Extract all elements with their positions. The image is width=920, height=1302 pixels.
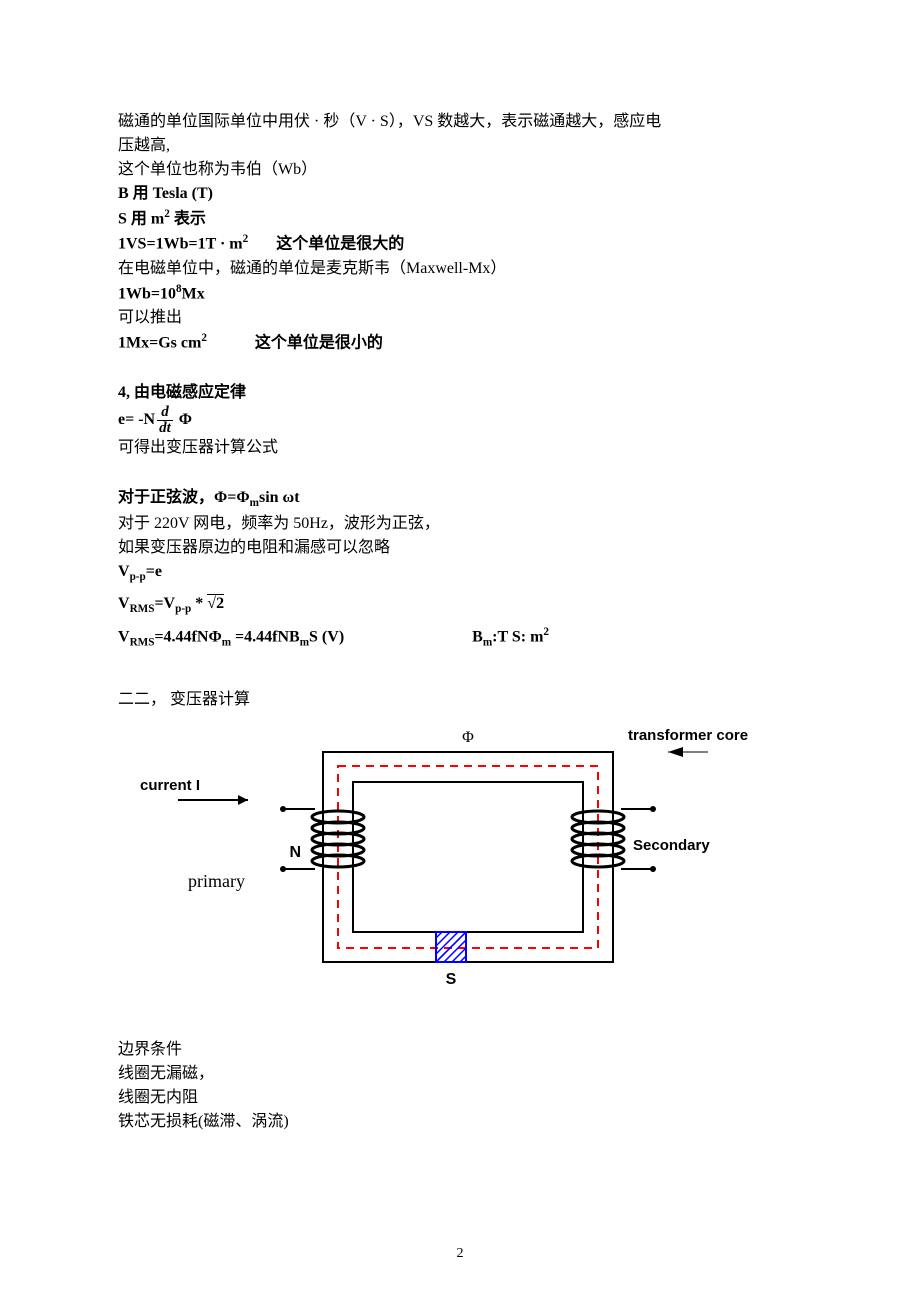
- para3-line3: 如果变压器原边的电阻和漏感可以忽略: [118, 536, 802, 560]
- sqrt-2: √2: [207, 594, 224, 612]
- svg-text:transformer core: transformer core: [628, 727, 748, 744]
- svg-text:current I: current I: [140, 777, 200, 794]
- text: =4.44fNB: [231, 629, 300, 646]
- para1-line3: 这个单位也称为韦伯（Wb）: [118, 158, 802, 182]
- para4-line3: 线圈无内阻: [118, 1086, 802, 1110]
- para1-line5: S 用 m2 表示: [118, 206, 802, 231]
- transformer-diagram: Φtransformer core current I N Secondary prim…: [128, 722, 748, 1002]
- fraction-d-dt: ddt: [157, 405, 173, 436]
- superscript-2: 2: [543, 626, 549, 638]
- para1-line6: 1VS=1Wb=1T · m2 这个单位是很大的: [118, 231, 802, 256]
- text: 这个单位是很小的: [255, 334, 383, 351]
- para1-line9: 可以推出: [118, 306, 802, 330]
- text: :T S: m: [492, 629, 543, 646]
- svg-text:Φ: Φ: [462, 729, 474, 746]
- text: Mx: [182, 285, 205, 302]
- para3-line6: VRMS=4.44fNΦm =4.44fNBmS (V) Bm:T S: m2: [118, 624, 802, 651]
- para4-line1: 边界条件: [118, 1038, 802, 1062]
- svg-text:N: N: [289, 844, 301, 861]
- subscript-rms: RMS: [130, 603, 155, 615]
- para1-line2: 压越高,: [118, 134, 802, 158]
- superscript-2: 2: [243, 233, 249, 245]
- subscript-m: m: [250, 498, 259, 510]
- section-2-heading: 二二， 变压器计算: [118, 688, 802, 712]
- text: B: [472, 629, 483, 646]
- subscript-pp: p-p: [130, 571, 146, 583]
- text: 1Mx=Gs cm: [118, 334, 201, 351]
- svg-text:Secondary: Secondary: [633, 837, 710, 854]
- text: S 用 m: [118, 210, 164, 227]
- page-number: 2: [0, 1246, 920, 1262]
- para1-line1: 磁通的单位国际单位中用伏 · 秒（V · S），VS 数越大，表示磁通越大，感应…: [118, 110, 802, 134]
- text: 1VS=1Wb=1T · m: [118, 236, 243, 253]
- para3-line2: 对于 220V 网电，频率为 50Hz，波形为正弦，: [118, 512, 802, 536]
- text: =4.44fNΦ: [154, 629, 221, 646]
- subscript-m: m: [300, 637, 309, 649]
- text: 表示: [170, 210, 206, 227]
- text: 这个单位是很大的: [276, 236, 404, 253]
- svg-text:S: S: [446, 971, 457, 988]
- para2-line1: 4, 由电磁感应定律: [118, 381, 802, 405]
- para1-line10: 1Mx=Gs cm2 这个单位是很小的: [118, 330, 802, 355]
- text: sin ωt: [259, 489, 300, 506]
- text: V: [118, 563, 130, 580]
- subscript-pp: p-p: [175, 603, 191, 615]
- denominator: dt: [157, 421, 173, 436]
- superscript-2: 2: [201, 332, 207, 344]
- subscript-rms: RMS: [130, 637, 155, 649]
- para4-line2: 线圈无漏磁，: [118, 1062, 802, 1086]
- para1-line7: 在电磁单位中，磁通的单位是麦克斯韦（Maxwell-Mx）: [118, 257, 802, 281]
- para3-line5: VRMS=Vp-p * √2: [118, 592, 802, 618]
- para4-line4: 铁芯无损耗(磁滞、涡流): [118, 1110, 802, 1134]
- svg-text:primary: primary: [188, 871, 245, 891]
- text: Φ: [175, 411, 192, 428]
- para2-line3: 可得出变压器计算公式: [118, 436, 802, 460]
- para3-line1: 对于正弦波，Φ=Φmsin ωt: [118, 486, 802, 512]
- numerator: d: [157, 405, 173, 421]
- subscript-m: m: [483, 637, 492, 649]
- text: V: [118, 629, 130, 646]
- text: *: [191, 595, 207, 612]
- text: V: [118, 595, 130, 612]
- subscript-m: m: [222, 637, 231, 649]
- para3-line4: Vp-p=e: [118, 560, 802, 586]
- text: =V: [154, 595, 175, 612]
- para1-line4: B 用 Tesla (T): [118, 182, 802, 206]
- para1-line8: 1Wb=108Mx: [118, 281, 802, 306]
- text: =e: [146, 563, 162, 580]
- diagram-svg: Φtransformer core current I N Secondary prim…: [128, 722, 748, 1002]
- text: 对于正弦波，Φ=Φ: [118, 489, 250, 506]
- text: S (V): [309, 629, 344, 646]
- para2-line2: e= -Nddt Φ: [118, 405, 802, 436]
- text: 1Wb=10: [118, 285, 176, 302]
- page: 磁通的单位国际单位中用伏 · 秒（V · S），VS 数越大，表示磁通越大，感应…: [0, 0, 920, 1302]
- text: e= -N: [118, 411, 155, 428]
